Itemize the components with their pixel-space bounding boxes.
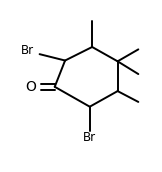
Text: Br: Br (21, 45, 34, 57)
Text: Br: Br (83, 131, 96, 144)
Text: O: O (25, 80, 36, 94)
